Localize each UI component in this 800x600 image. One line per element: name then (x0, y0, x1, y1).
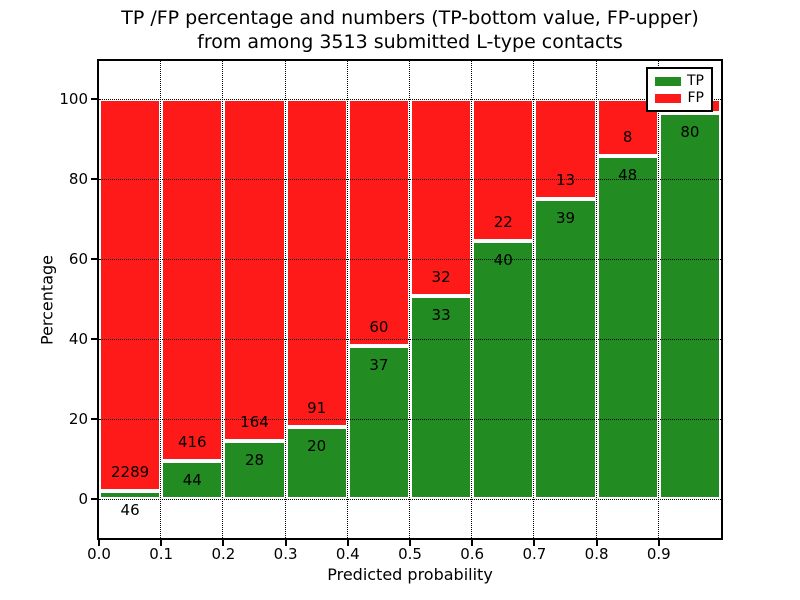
h-gridline (99, 499, 721, 500)
fp-count-label: 60 (369, 318, 389, 337)
tp-bar-segment (472, 240, 535, 499)
fp-bar-segment (410, 99, 473, 296)
fp-count-label: 13 (555, 171, 576, 189)
y-tick-label: 40 (68, 330, 88, 348)
h-gridline (99, 419, 721, 420)
x-tick-mark (284, 540, 287, 546)
v-gridline (471, 61, 473, 538)
fp-bar-segment (285, 99, 348, 427)
x-tick-label: 0.7 (522, 545, 547, 563)
y-tick-label: 0 (78, 490, 88, 508)
fp-legend-label: FP (687, 90, 705, 106)
fp-count-label: 8 (622, 128, 633, 147)
x-tick-mark (346, 540, 349, 546)
x-tick-label: 0.3 (273, 545, 298, 563)
v-gridline (284, 61, 286, 538)
x-tick-label: 0.5 (398, 545, 422, 563)
x-tick-mark (222, 540, 225, 546)
fp-bar-segment (347, 99, 410, 347)
fp-bar-segment (99, 99, 162, 492)
x-tick-label: 0.8 (584, 545, 609, 563)
v-gridline (533, 61, 535, 538)
fp-bar-segment (161, 99, 224, 461)
tp-bar-segment (285, 426, 348, 499)
y-tick-mark (91, 338, 97, 340)
tp-legend-swatch (655, 76, 681, 86)
tp-legend-label: TP (687, 73, 704, 89)
chart-title-line2: from among 3513 submitted L-type contact… (197, 31, 623, 53)
h-gridline (99, 259, 721, 260)
tp-bar-segment (347, 346, 410, 499)
legend-item-fp: FP (655, 91, 704, 105)
v-gridline (346, 61, 348, 538)
y-tick-mark (91, 178, 97, 180)
tp-count-label: 44 (182, 470, 202, 489)
y-tick-label: 80 (68, 170, 88, 188)
x-tick-mark (533, 540, 536, 546)
fp-count-label: 32 (431, 267, 451, 286)
chart-title: TP /FP percentage and numbers (TP-bottom… (97, 6, 723, 54)
tp-count-label: 39 (555, 209, 576, 227)
v-gridline (222, 61, 224, 538)
x-tick-label: 0.2 (211, 545, 236, 563)
x-tick-mark (98, 540, 100, 546)
tp-bar-segment (658, 113, 721, 499)
x-tick-mark (160, 540, 163, 546)
fp-count-label: 22 (493, 212, 513, 231)
x-tick-mark (595, 540, 598, 546)
fp-legend-swatch (655, 93, 681, 103)
h-gridline (99, 99, 721, 100)
tp-count-label: 46 (120, 501, 140, 520)
fp-count-label: 91 (307, 398, 327, 417)
x-tick-label: 0.9 (646, 545, 671, 563)
tp-count-label: 33 (431, 305, 451, 324)
chart-title-line1: TP /FP percentage and numbers (TP-bottom… (121, 7, 699, 29)
y-tick-mark (91, 98, 97, 100)
fp-count-label: 164 (240, 412, 269, 431)
y-tick-label: 100 (59, 90, 88, 108)
tp-bar-segment (99, 491, 162, 499)
x-tick-mark (657, 540, 660, 546)
tp-bar-segment (223, 440, 286, 499)
y-tick-mark (91, 258, 97, 260)
tp-bar-segment (596, 156, 659, 499)
fp-bar-segment (534, 99, 597, 199)
tp-count-label: 20 (307, 436, 327, 455)
y-tick-label: 60 (68, 250, 88, 268)
legend: TP FP (646, 67, 713, 112)
tp-count-label: 28 (244, 450, 265, 469)
tp-bar-segment (534, 199, 597, 499)
tp-bar-segment (161, 460, 224, 499)
y-tick-mark (91, 498, 97, 500)
tp-count-label: 48 (618, 166, 638, 185)
tp-count-label: 40 (493, 250, 513, 269)
fp-bar-segment (223, 99, 286, 441)
fp-bar-segment (472, 99, 535, 241)
fp-count-label: 416 (177, 432, 207, 451)
x-tick-mark (409, 540, 411, 546)
h-gridline (99, 179, 721, 180)
x-tick-label: 0.4 (335, 545, 360, 563)
x-axis-label: Predicted probability (327, 565, 493, 584)
fp-count-label: 2289 (111, 463, 150, 482)
x-tick-label: 0.0 (87, 545, 111, 563)
tp-count-label: 37 (369, 356, 389, 375)
x-tick-label: 0.1 (149, 545, 174, 563)
y-tick-mark (91, 418, 97, 420)
tp-count-label: 80 (680, 123, 700, 142)
y-tick-label: 20 (68, 410, 88, 428)
v-gridline (160, 61, 162, 538)
v-gridline (595, 61, 597, 538)
plot-area (97, 59, 723, 540)
tp-bar-segment (410, 295, 473, 499)
x-tick-mark (471, 540, 474, 546)
h-gridline (99, 339, 721, 340)
legend-item-tp: TP (655, 74, 704, 88)
v-gridline (409, 61, 410, 538)
v-gridline (657, 61, 659, 538)
x-tick-label: 0.6 (460, 545, 485, 563)
